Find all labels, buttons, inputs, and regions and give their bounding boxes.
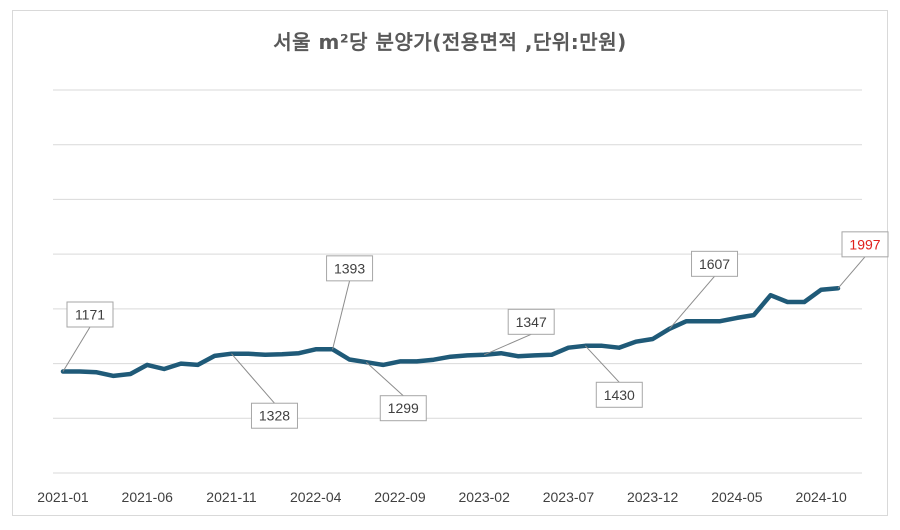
callout-box (595, 381, 643, 408)
data-label-callout: 1607 (669, 250, 739, 330)
x-tick-label: 2024-10 (795, 489, 847, 505)
data-label-callout: 1997 (837, 231, 889, 289)
callout-leader (837, 256, 866, 289)
chart-frame (12, 10, 888, 516)
x-tick-label: 2021-01 (37, 489, 89, 505)
data-label: 1299 (388, 400, 419, 416)
data-label: 1430 (604, 387, 635, 403)
data-label: 1997 (849, 236, 880, 252)
callout-box (326, 255, 374, 282)
data-label-callout: 1299 (365, 361, 427, 422)
data-label: 1347 (516, 314, 547, 330)
callout-box (691, 250, 739, 277)
data-label: 1328 (259, 408, 290, 424)
callout-leader (231, 353, 275, 404)
x-tick-label: 2021-11 (206, 489, 257, 505)
callout-box (507, 308, 555, 335)
x-tick-label: 2022-04 (290, 489, 342, 505)
x-tick-label: 2022-09 (374, 489, 426, 505)
data-label-callout: 1328 (231, 353, 298, 429)
callout-box (66, 301, 114, 328)
callout-leader (584, 345, 620, 383)
callout-box (841, 231, 889, 258)
data-label-callout: 1430 (584, 345, 643, 408)
callout-leader (62, 326, 91, 372)
data-label-callout: 1171 (62, 301, 114, 372)
x-tick-label: 2023-12 (627, 489, 679, 505)
callout-leader (669, 276, 715, 330)
callout-box (250, 402, 298, 429)
data-label: 1607 (699, 256, 730, 272)
data-label: 1393 (334, 260, 365, 276)
callout-leader (365, 361, 404, 397)
series-line (60, 286, 841, 379)
x-tick-label: 2023-02 (459, 489, 511, 505)
data-label-callout: 1347 (483, 308, 555, 356)
callout-leader (483, 333, 532, 356)
x-tick-label: 2021-06 (122, 489, 174, 505)
data-label-callout: 1393 (326, 255, 374, 350)
data-label: 1171 (75, 307, 105, 323)
callout-leader (332, 280, 351, 350)
chart-title: 서울 m²당 분양가(전용면적 ,단위:만원) (273, 30, 627, 54)
x-tick-label: 2023-07 (543, 489, 595, 505)
x-tick-label: 2024-05 (711, 489, 763, 505)
callout-box (379, 395, 427, 422)
